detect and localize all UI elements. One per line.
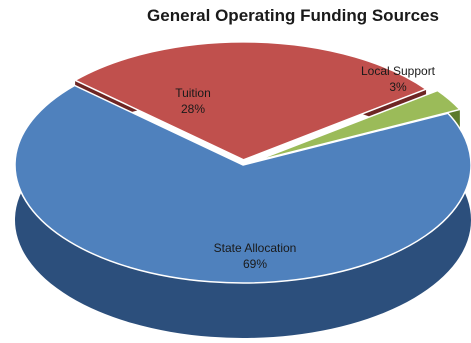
chart-title: General Operating Funding Sources xyxy=(147,6,439,25)
slice-side-state-allocation xyxy=(15,85,471,338)
slice-value-local-support: 3% xyxy=(389,80,407,94)
slice-label-tuition: Tuition xyxy=(175,86,211,100)
slice-state-allocation xyxy=(14,84,471,284)
slice-value-tuition: 28% xyxy=(181,102,205,116)
slice-label-local-support: Local Support xyxy=(361,64,436,78)
slice-label-state-allocation: State Allocation xyxy=(214,241,297,255)
slice-value-state-allocation: 69% xyxy=(243,257,267,271)
slice-local-support xyxy=(254,89,462,162)
slice-tuition xyxy=(73,41,428,161)
